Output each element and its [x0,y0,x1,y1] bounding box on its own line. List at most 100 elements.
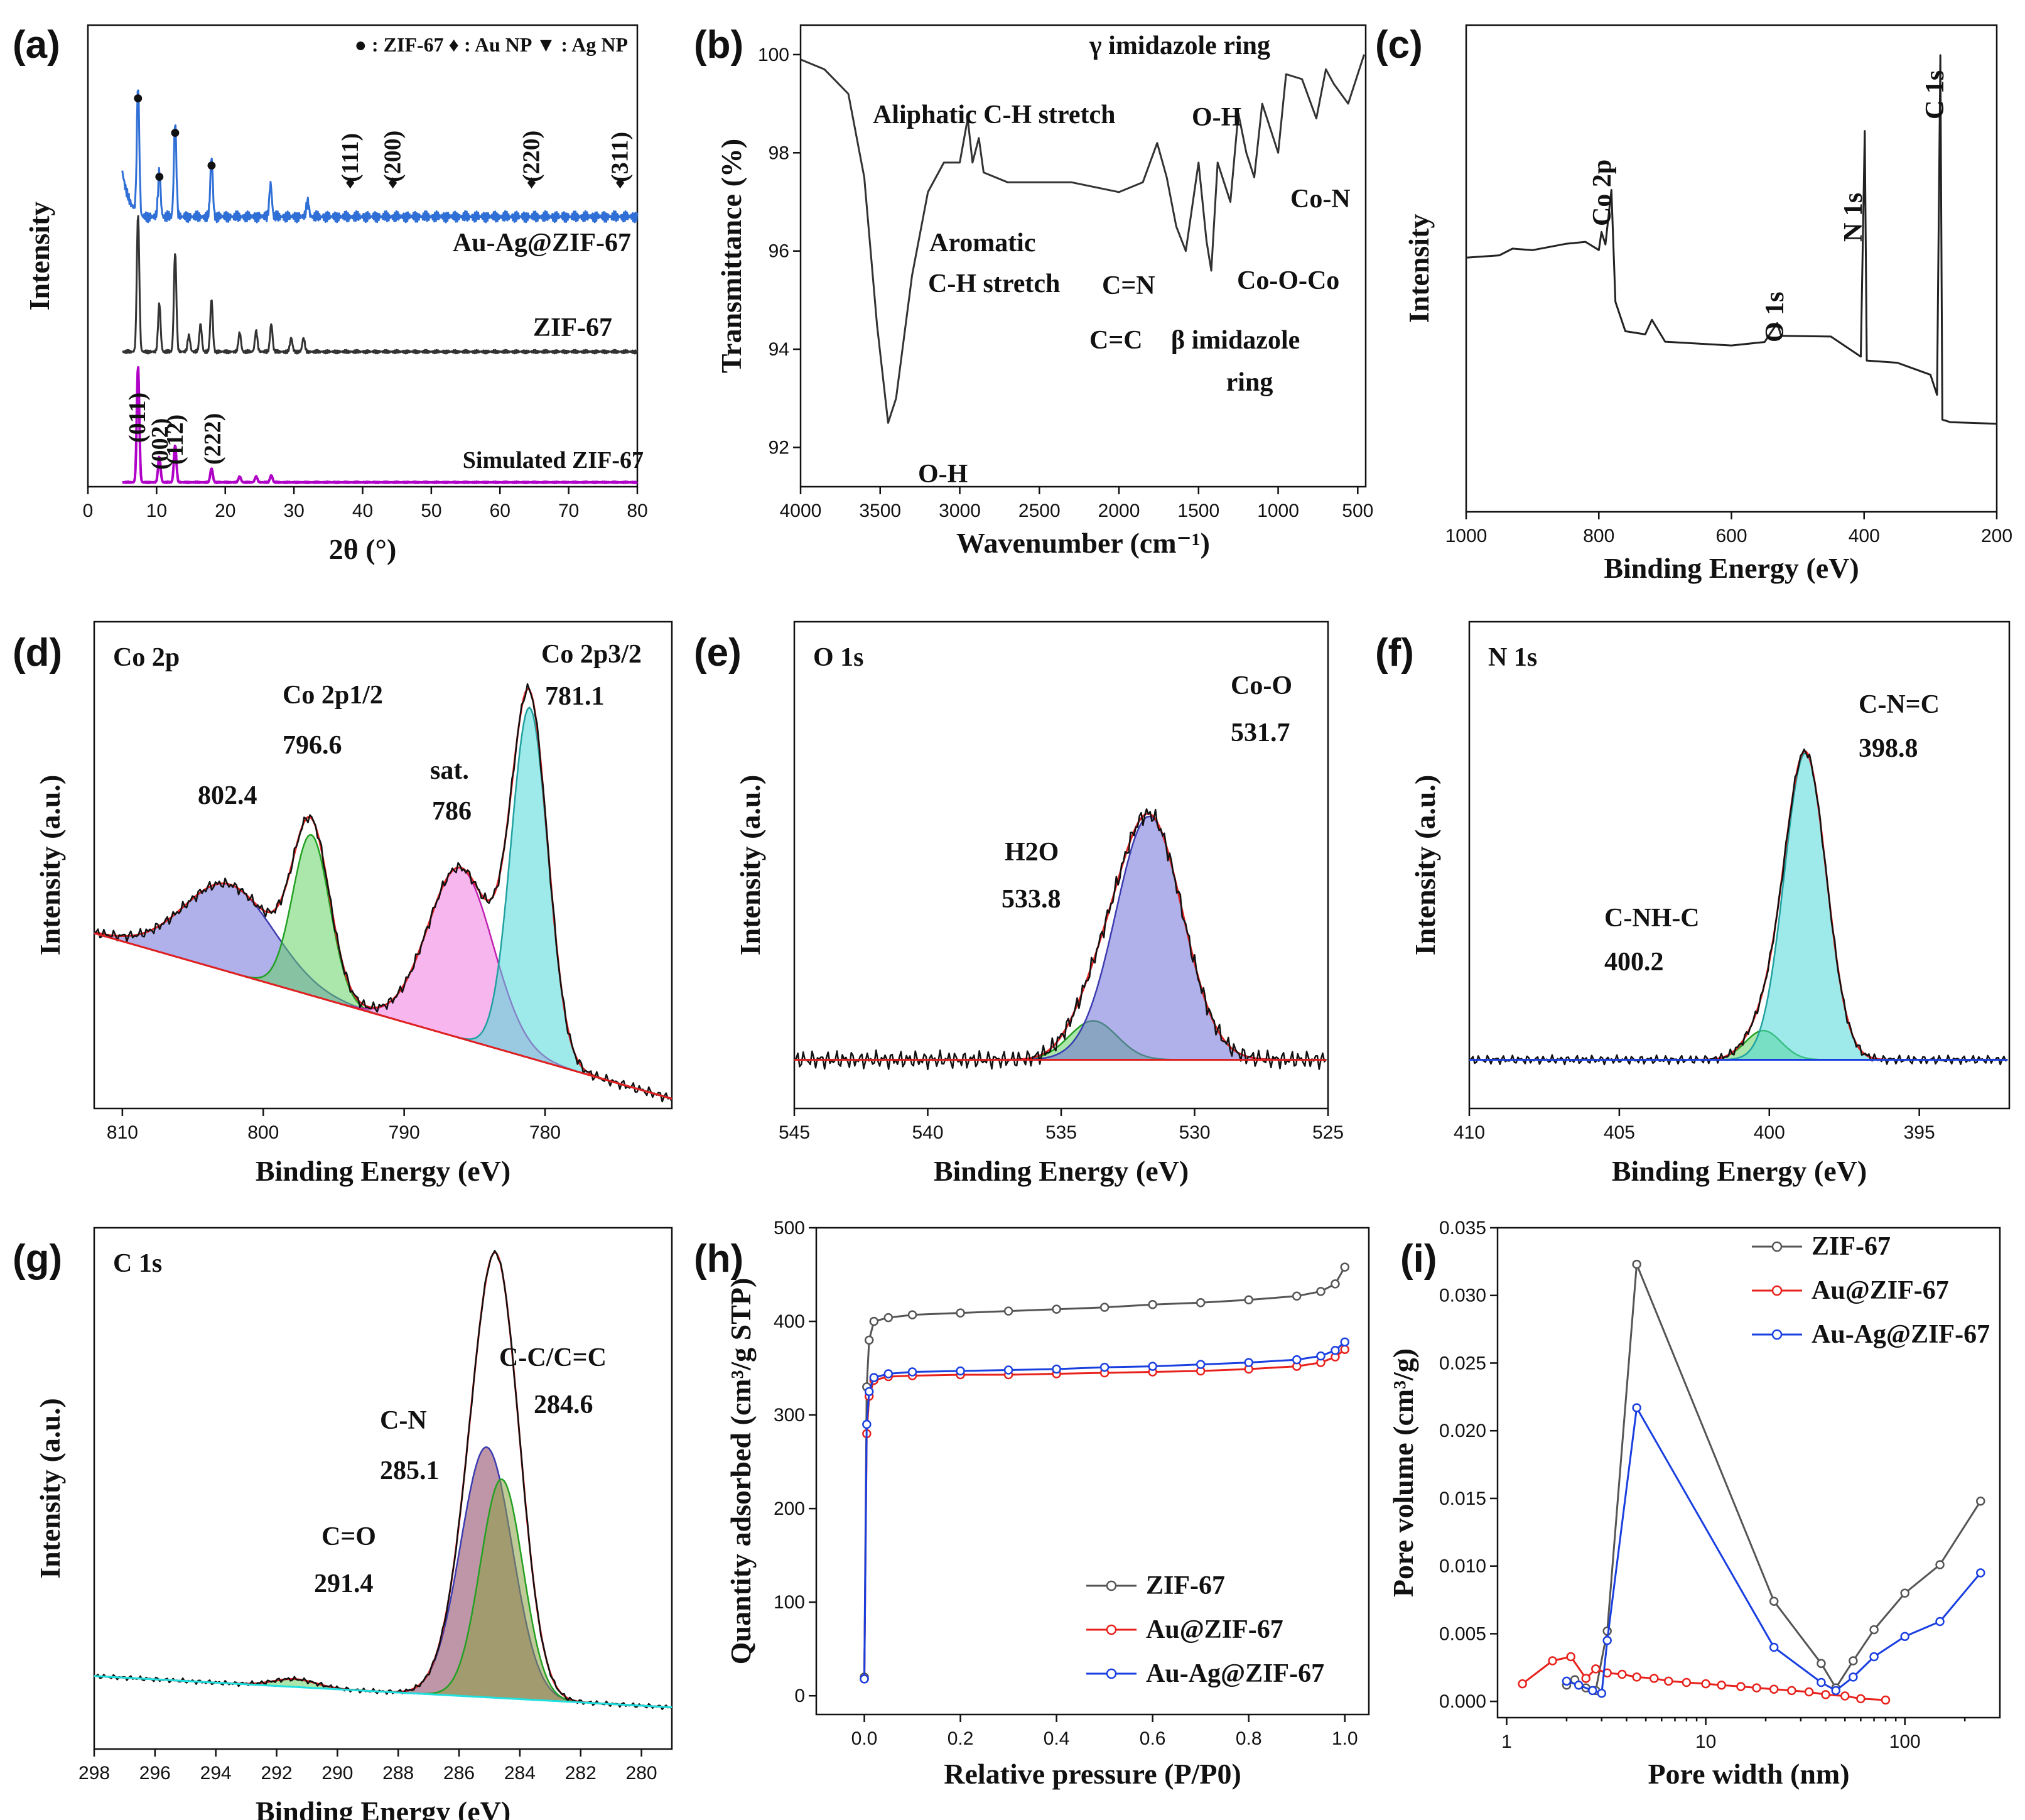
x-tick-label: 80 [627,501,647,521]
x-tick-label: 280 [626,1763,657,1784]
isotherm-point [956,1308,965,1318]
y-tick-label: 0.025 [1439,1353,1486,1373]
x-tick-label: 296 [139,1763,171,1784]
peak-annotation: (311) [607,132,634,182]
pore-point [1817,1677,1826,1687]
x-tick-label: 294 [200,1763,232,1784]
pore-line [1521,1655,1886,1701]
y-tick-label: 92 [769,437,789,458]
x-tick-label: 0.2 [948,1728,974,1749]
x-tick-label: 535 [1045,1122,1077,1143]
component-peak-fill [794,815,1327,1061]
ftir-line [800,54,1365,424]
pore-point [1935,1617,1945,1627]
isotherm-point [1244,1358,1253,1367]
legend-marker [1106,1668,1117,1679]
y-tick-label: 100 [774,1592,805,1613]
pore-point [1650,1674,1659,1683]
x-tick-label: 0.0 [851,1728,878,1749]
x-tick-label: 790 [389,1122,420,1143]
xrd-series-line [121,89,639,224]
isotherm-point [1292,1355,1302,1365]
panel-letter: (f) [1375,631,1414,674]
panel-letter: (i) [1400,1237,1437,1281]
xrd-marker: ♦ [527,172,536,193]
pore-point [1856,1694,1866,1704]
component-peak-fill [94,834,672,1100]
peak-annotation: C=O [321,1522,376,1551]
isotherm-frame [815,1227,1370,1716]
peak-annotation: (112) [162,414,188,465]
x-tick-label: 0.4 [1044,1728,1070,1749]
x-tick-label: 4000 [780,501,822,521]
envelope-fit-line [794,813,1327,1061]
x-tick-label: 400 [1754,1122,1785,1143]
y-tick-label: 400 [774,1311,805,1332]
pore-point [1769,1642,1779,1652]
pore-point [1787,1686,1796,1696]
isotherm-point [956,1366,965,1376]
peak-annotation: sat. [430,756,469,785]
panel-title: N 1s [1488,643,1537,672]
y-tick-label: 0.030 [1439,1286,1486,1306]
x-tick-label: 30 [283,501,304,521]
ftir-annotation: C=C [1089,326,1143,355]
x-tick-label: 200 [1981,526,2012,546]
x-tick-label: 100 [1889,1731,1921,1752]
isotherm-point [883,1313,894,1323]
pore-point [1682,1677,1692,1687]
x-tick-label: 400 [1849,526,1880,546]
panel-letter: (c) [1375,23,1423,67]
ftir-annotation: ring [1226,368,1273,397]
peak-annotation: (200) [380,131,406,182]
x-tick-label: 800 [247,1122,279,1143]
isotherm-point [1331,1345,1340,1355]
x-tick-label: 1 [1501,1731,1512,1752]
pore-point [1548,1656,1557,1666]
x-tick-label: 1500 [1177,501,1219,521]
legend-label: Au-Ag@ZIF-67 [1146,1659,1324,1688]
peak-annotation: C-N=C [1859,690,1940,719]
raw-data-line [1469,748,2008,1066]
pore-point [1752,1683,1761,1693]
x-tick-label: 2000 [1098,501,1140,521]
isotherm-point [862,1419,872,1429]
y-axis-label: Quantity adsorbed (cm³/g STP) [725,1278,757,1665]
isotherm-point [869,1373,879,1382]
series-label: Au-Ag@ZIF-67 [453,229,631,257]
peak-annotation: C-N [380,1406,427,1435]
y-tick-label: 300 [774,1405,805,1426]
series-label: Simulated ZIF-67 [463,447,644,474]
x-tick-label: 10 [146,501,167,521]
component-peak-fill [93,882,672,1100]
x-axis-label: Binding Energy (eV) [1604,552,1859,584]
isotherm-point [1052,1364,1061,1374]
x-tick-label: 40 [352,501,373,521]
peak-annotation: 802.4 [198,781,257,810]
y-axis-label: Intensity (a.u.) [34,775,66,956]
x-tick-label: 780 [529,1122,561,1143]
panel-letter: (b) [694,23,743,67]
peak-annotation: 284.6 [534,1390,593,1419]
isotherm-point [1331,1279,1340,1289]
x-tick-label: 0 [83,501,94,521]
xrd-marker: ● [206,154,217,175]
panel-letter: (h) [694,1237,743,1281]
legend-label: Au@ZIF-67 [1812,1276,1949,1305]
pore-point [1617,1669,1627,1679]
peak-annotation: (011) [124,393,151,443]
legend-marker [1106,1580,1117,1591]
x-tick-label: 530 [1179,1122,1210,1143]
pore-point [1804,1687,1814,1697]
peak-annotation: 796.6 [283,731,342,760]
isotherm-point [1340,1337,1349,1347]
isotherm-point [1003,1365,1013,1375]
peak-annotation: C-NH-C [1604,904,1700,933]
y-axis-label: Intensity (a.u.) [34,1398,66,1579]
xrd-marker: ♦ [388,172,397,193]
y-tick-label: 0.005 [1439,1623,1486,1644]
x-tick-label: 405 [1604,1122,1635,1143]
peak-annotation: 786 [432,797,472,826]
pore-point [1664,1676,1673,1686]
